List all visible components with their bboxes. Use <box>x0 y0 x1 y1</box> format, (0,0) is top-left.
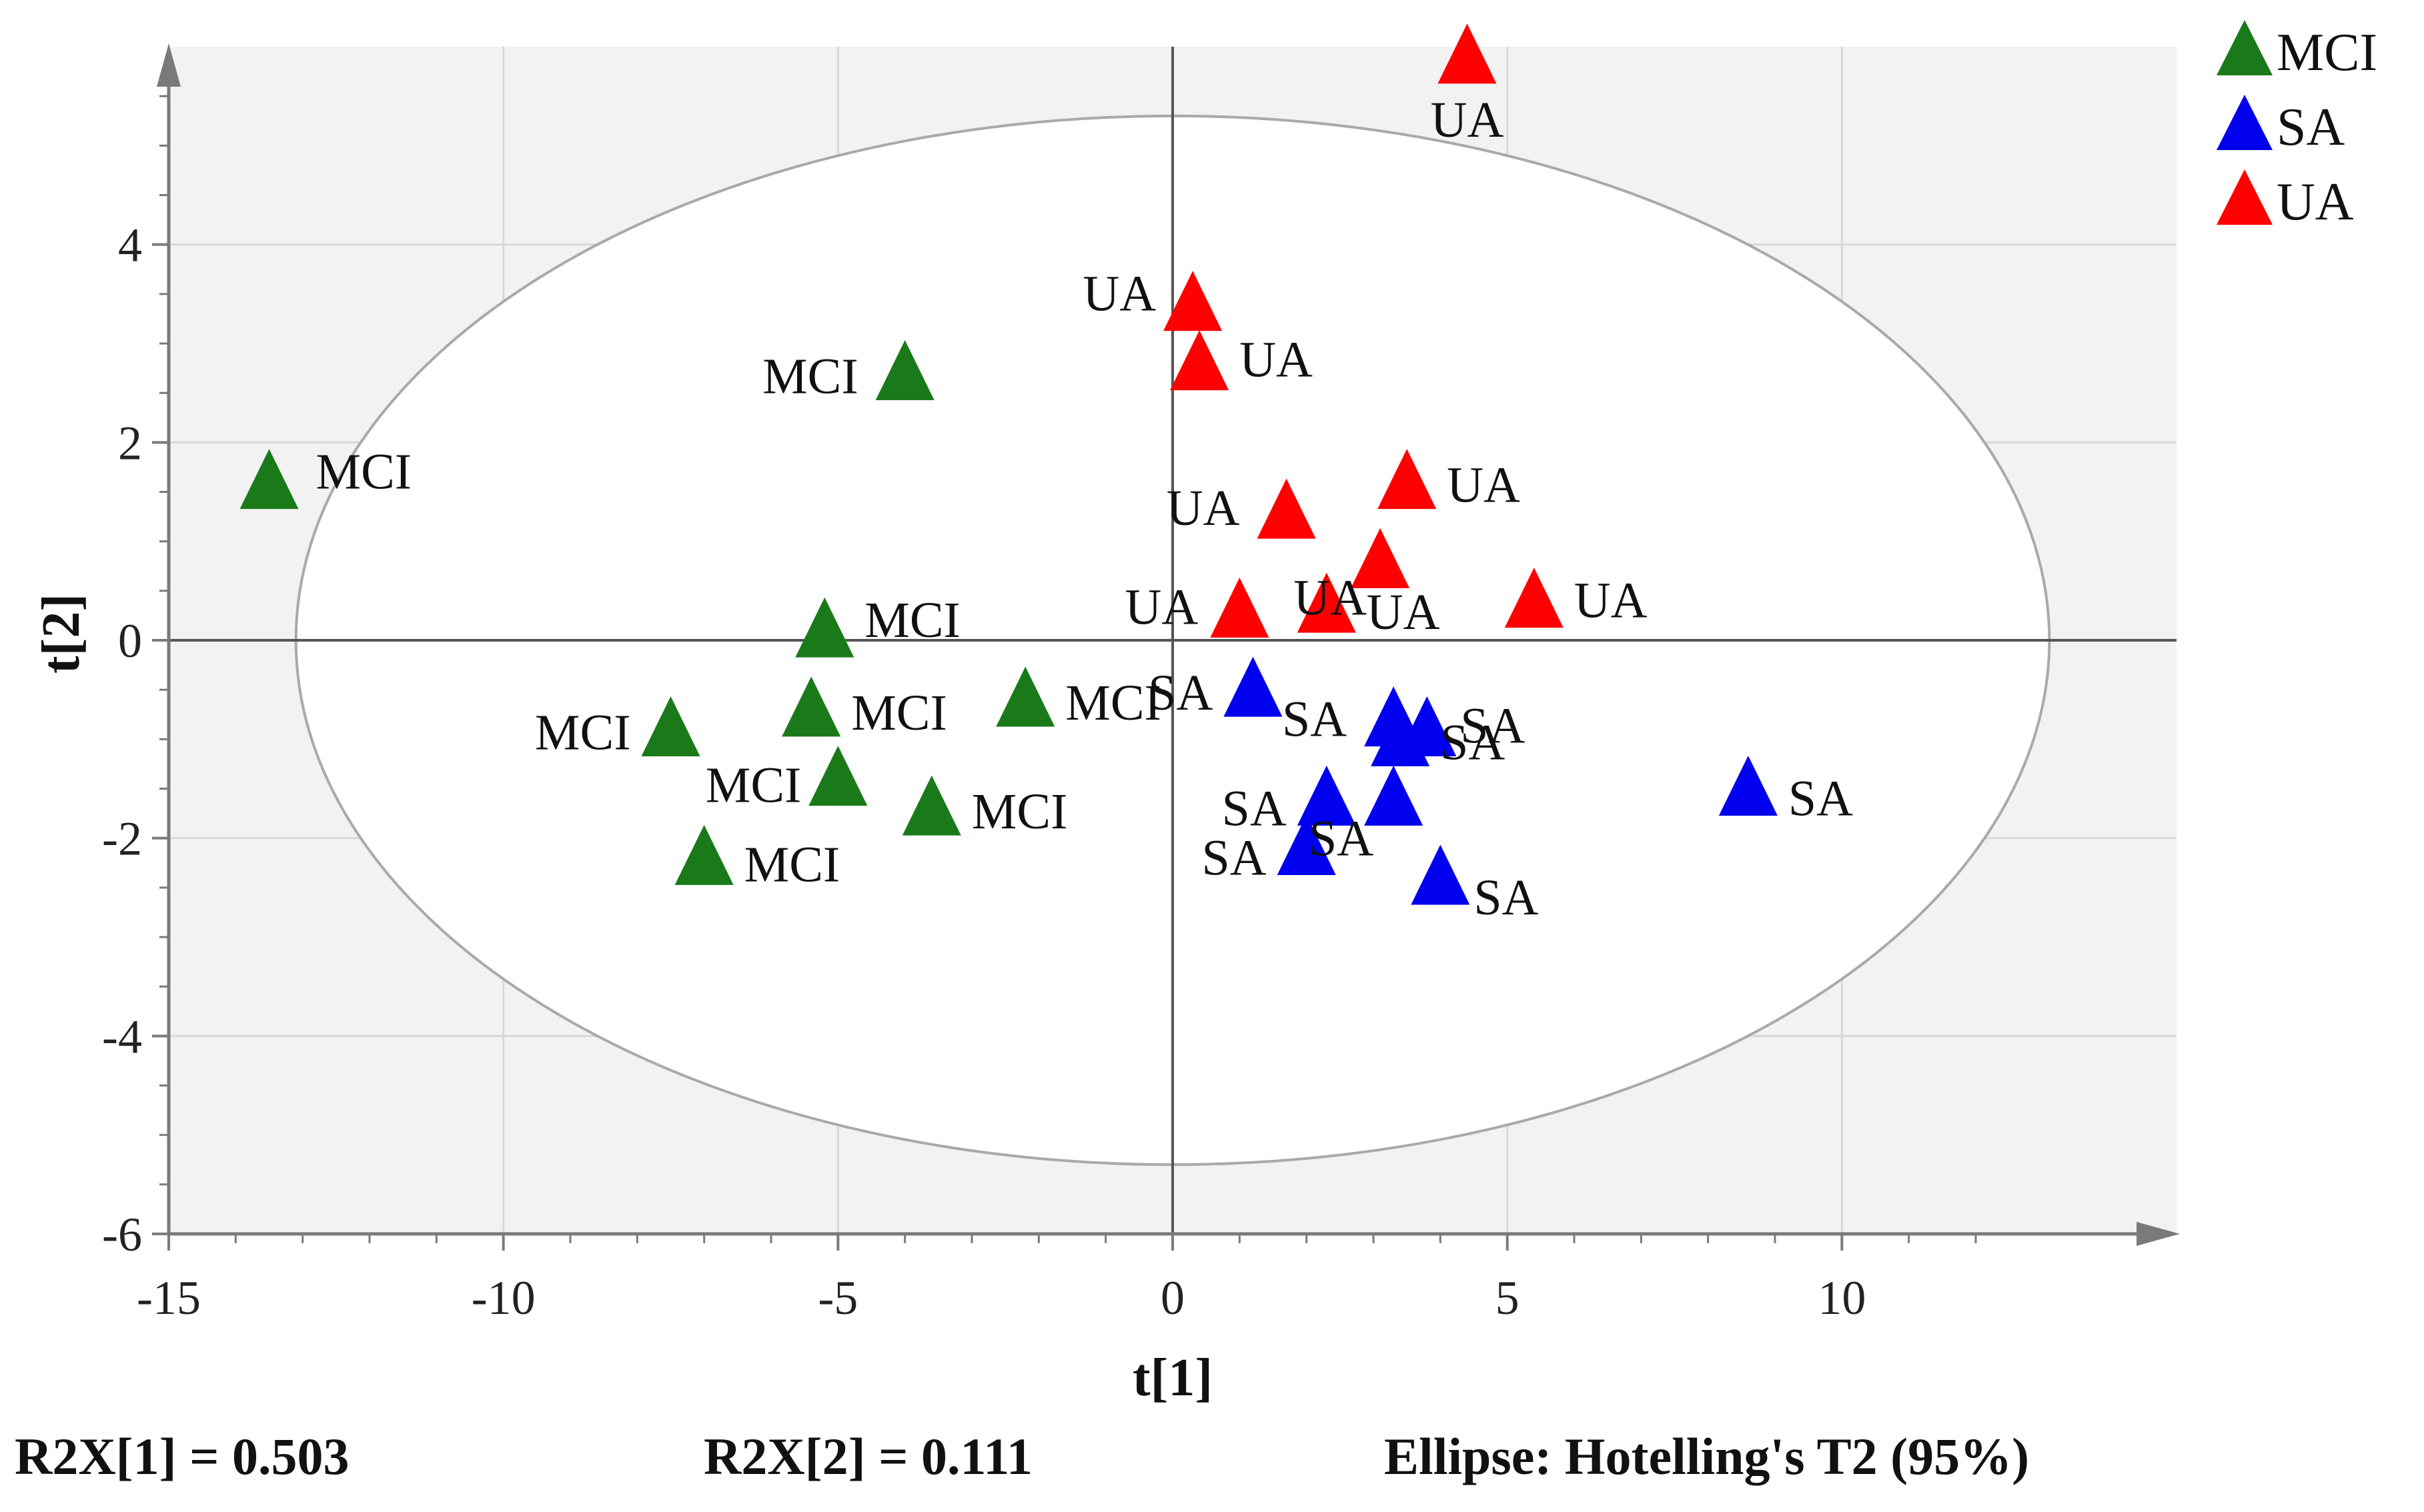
y-tick-label-2: -2 <box>102 812 142 866</box>
y-axis-arrow <box>157 43 181 87</box>
point-sa-4 <box>1297 765 1356 826</box>
point-label-sa-1: SA <box>1282 692 1347 748</box>
y-axis-title: t[2] <box>32 594 91 674</box>
legend: MCI SA UA <box>2217 20 2377 231</box>
point-label-ua-6: UA <box>1125 580 1199 636</box>
point-mci-7 <box>902 775 961 836</box>
point-label-mci-4: MCI <box>535 705 631 761</box>
zero-lines <box>169 47 2177 1234</box>
point-label-mci-7: MCI <box>972 784 1068 840</box>
legend-marker-sa <box>2217 95 2273 150</box>
point-label-ua-3: UA <box>1447 458 1520 514</box>
point-sa-5 <box>1364 765 1423 826</box>
x-tick-label-5: 10 <box>1818 1271 1866 1325</box>
point-sa-3 <box>1397 696 1457 756</box>
point-label-ua-4: UA <box>1167 480 1240 536</box>
point-label-ua-5: UA <box>1293 570 1367 626</box>
point-label-ua-7: UA <box>1367 584 1440 640</box>
point-label-mci-3: MCI <box>851 685 947 741</box>
point-label-mci-5: MCI <box>1065 675 1161 731</box>
x-tick-label-4: 5 <box>1495 1271 1520 1325</box>
legend-label-mci: MCI <box>2277 23 2377 82</box>
x-tick-label-3: 0 <box>1161 1271 1185 1325</box>
point-label-mci-0: MCI <box>316 444 412 500</box>
point-mci-0 <box>239 449 299 510</box>
point-label-sa-8: SA <box>1788 771 1853 827</box>
point-sa-0 <box>1223 656 1283 717</box>
y-tick-label-1: -4 <box>102 1010 142 1063</box>
point-label-sa-6: SA <box>1202 830 1267 886</box>
point-label-ua-1: UA <box>1083 266 1156 322</box>
point-ua-3 <box>1377 449 1437 510</box>
legend-label-sa: SA <box>2277 98 2345 157</box>
point-label-sa-7: SA <box>1473 870 1538 926</box>
point-label-ua-8: UA <box>1574 573 1648 629</box>
point-mci-5 <box>996 666 1055 727</box>
point-label-sa-2: SA <box>1440 714 1505 770</box>
legend-label-ua: UA <box>2277 173 2354 231</box>
point-mci-8 <box>674 824 734 885</box>
point-sa-8 <box>1718 756 1778 816</box>
point-mci-2 <box>795 597 854 658</box>
x-tick-label-0: -15 <box>137 1271 201 1325</box>
point-sa-6 <box>1277 815 1336 875</box>
legend-marker-mci <box>2217 20 2273 75</box>
point-ua-2 <box>1170 330 1229 391</box>
r2x2-stat: R2X[2] = 0.111 <box>704 1427 1033 1485</box>
point-label-mci-8: MCI <box>744 836 840 892</box>
x-axis-arrow <box>2137 1222 2180 1246</box>
point-ua-5 <box>1351 528 1410 588</box>
y-tick-label-3: 0 <box>118 614 142 668</box>
point-ua-7 <box>1297 572 1356 633</box>
point-label-ua-2: UA <box>1239 332 1313 388</box>
point-mci-3 <box>782 676 841 737</box>
point-ua-1 <box>1163 271 1223 331</box>
point-ua-0 <box>1437 23 1497 84</box>
y-tick-label-0: -6 <box>102 1208 142 1261</box>
y-tick-label-4: 2 <box>118 416 142 470</box>
r2x1-stat: R2X[1] = 0.503 <box>15 1427 350 1485</box>
point-ua-8 <box>1504 568 1564 628</box>
point-label-sa-3: SA <box>1460 698 1525 754</box>
point-label-sa-0: SA <box>1148 665 1213 721</box>
point-ua-4 <box>1257 478 1316 539</box>
x-tick-label-2: -5 <box>818 1271 858 1325</box>
point-mci-1 <box>875 340 935 400</box>
point-label-sa-4: SA <box>1222 780 1287 836</box>
y-tick-label-5: 4 <box>118 219 142 272</box>
point-label-mci-1: MCI <box>762 349 858 405</box>
legend-marker-ua <box>2217 169 2273 225</box>
x-axis-title: t[1] <box>1133 1349 1213 1407</box>
point-label-ua-0: UA <box>1431 92 1504 148</box>
point-label-mci-6: MCI <box>706 758 802 814</box>
tick-labels: -15 -10 -5 0 5 10 -6 -4 -2 0 2 4 <box>102 95 1977 1325</box>
point-ua-6 <box>1210 578 1269 638</box>
x-tick-label-1: -10 <box>472 1271 536 1325</box>
axes <box>157 43 2180 1246</box>
point-label-sa-5: SA <box>1309 810 1373 866</box>
point-mci-4 <box>641 696 700 756</box>
point-sa-7 <box>1411 844 1470 905</box>
ellipse-note: Ellipse: Hotelling's T2 (95%) <box>1384 1427 2029 1485</box>
point-label-mci-2: MCI <box>864 592 961 648</box>
data-points <box>239 23 1778 905</box>
point-mci-6 <box>808 746 868 806</box>
